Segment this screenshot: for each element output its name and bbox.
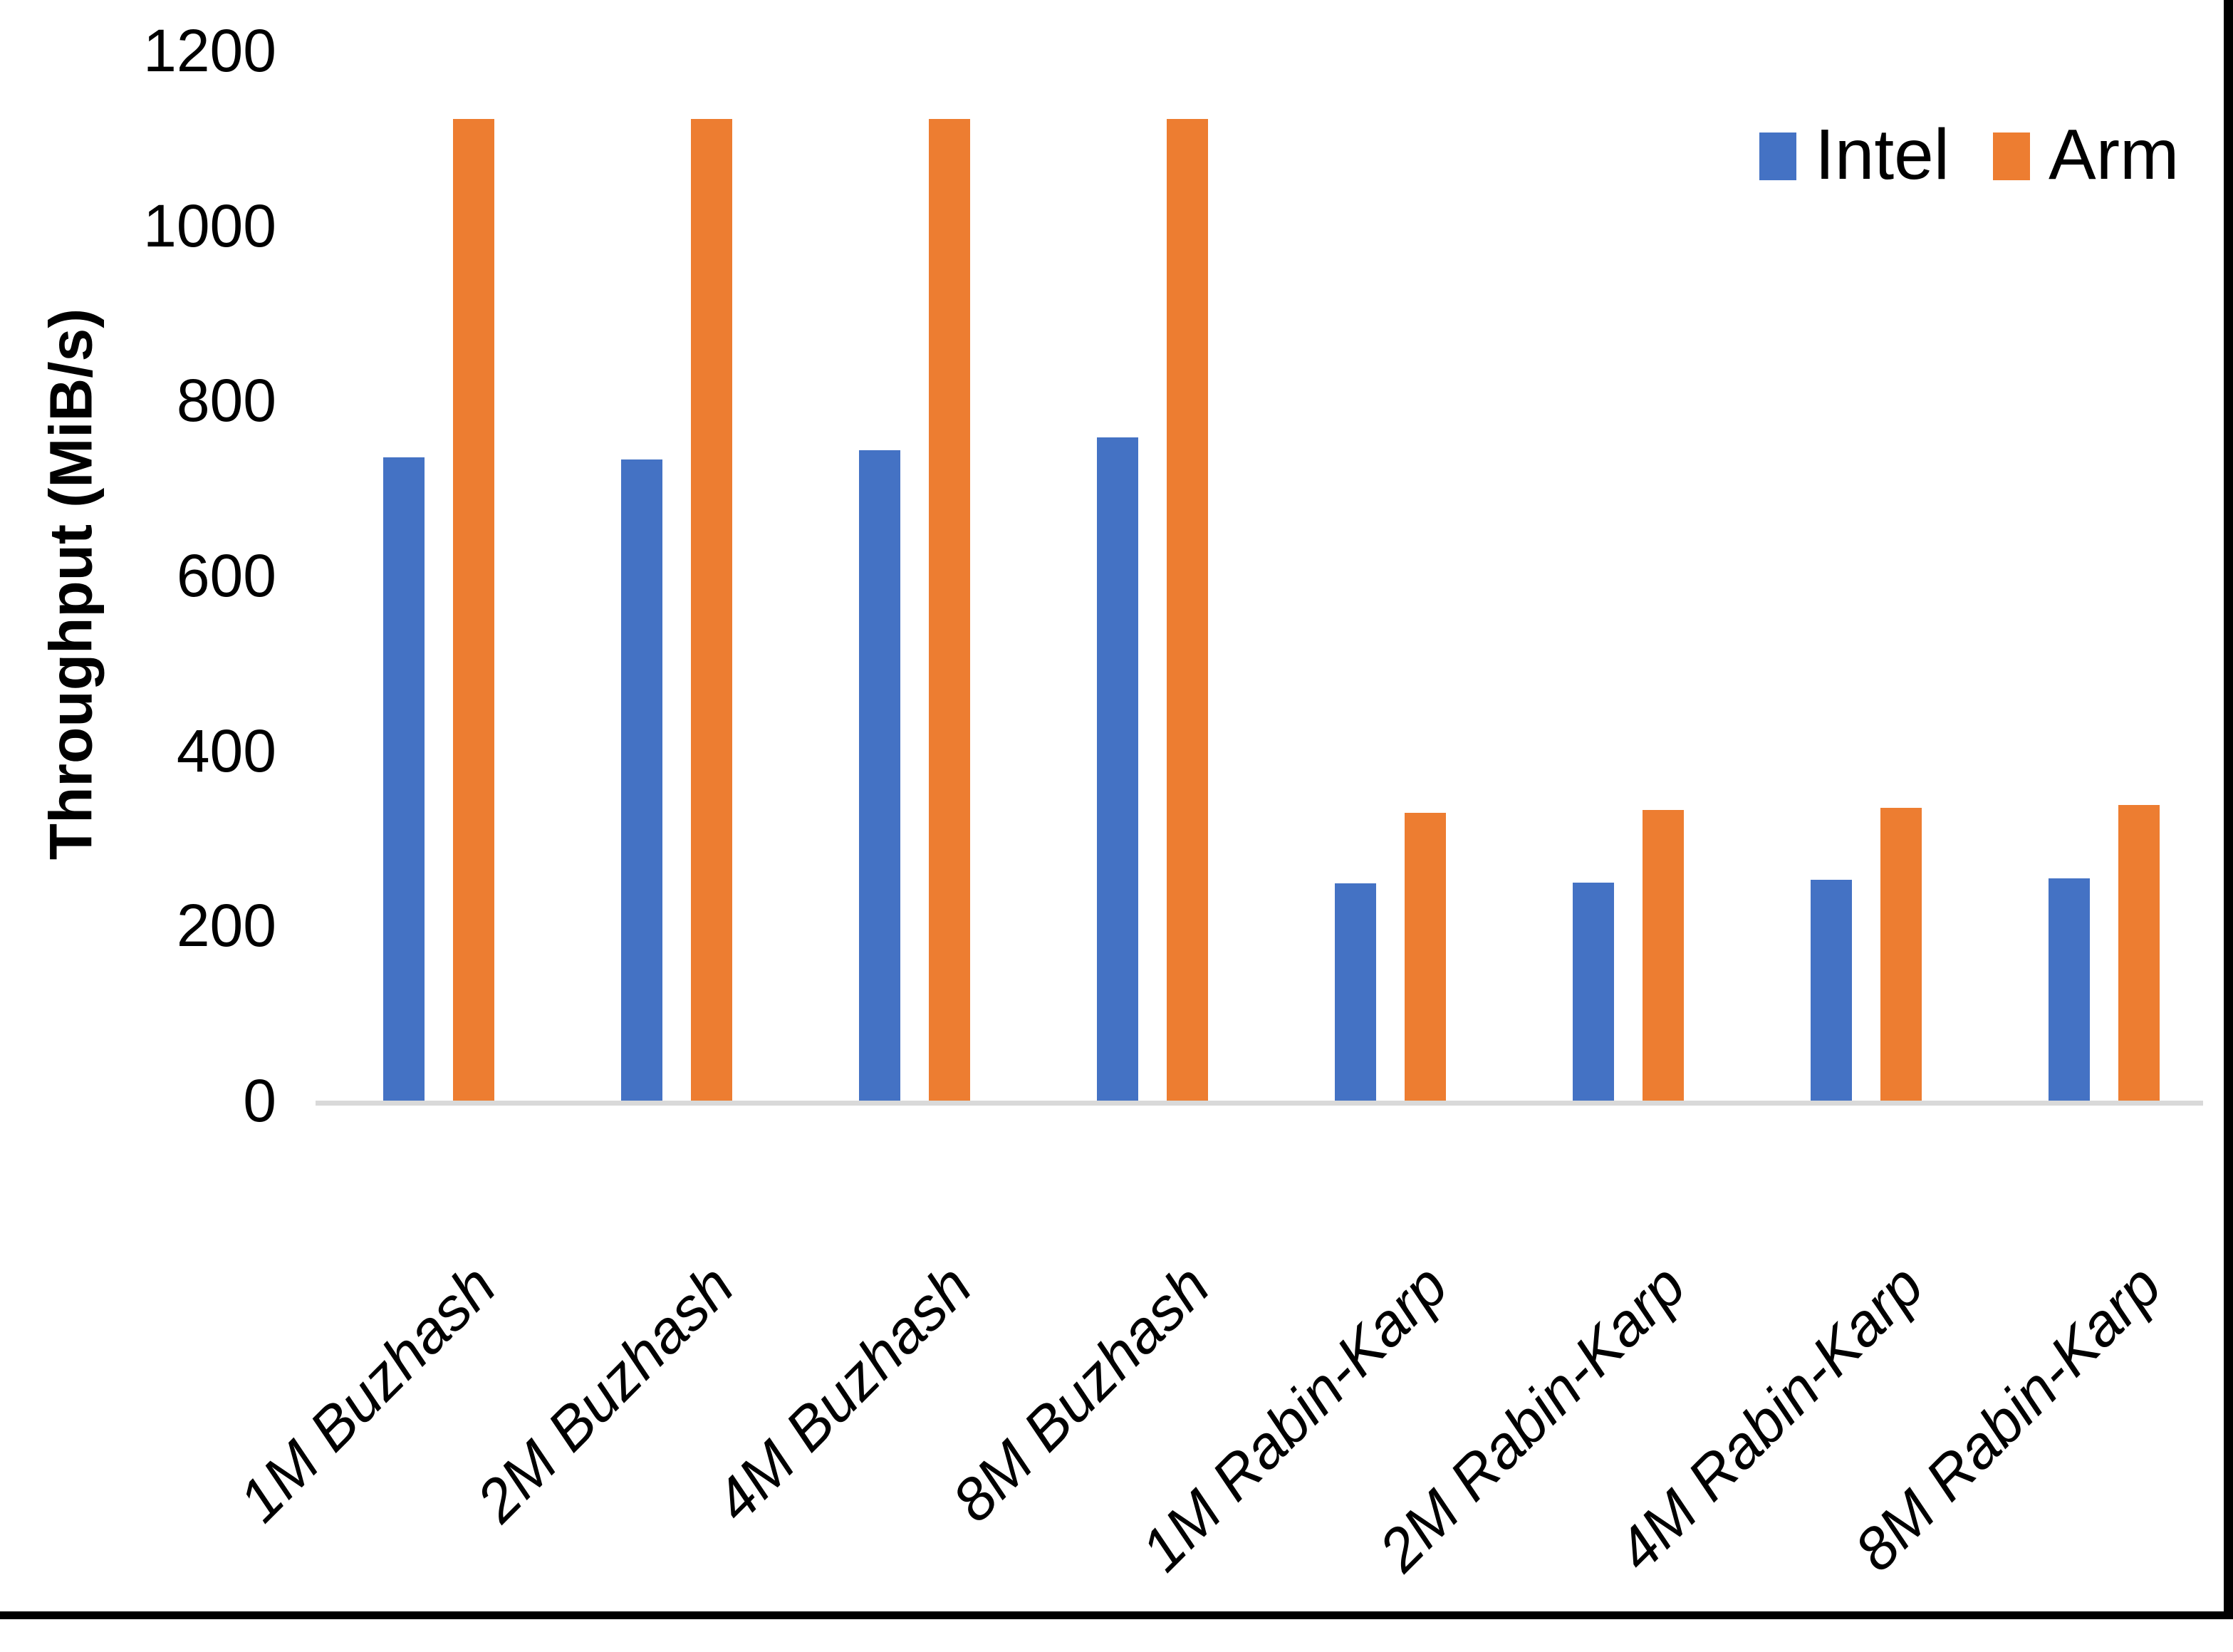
y-tick-label-400: 400 [176, 717, 276, 784]
legend-label-intel: Intel [1815, 115, 1950, 194]
legend-label-arm: Arm [2049, 115, 2180, 194]
y-tick-label-1200: 1200 [143, 17, 276, 85]
bar-intel-4 [1097, 437, 1138, 1101]
bar-arm-3 [929, 119, 970, 1101]
screenshot-right-border [2224, 0, 2233, 1619]
bar-arm-8 [2118, 805, 2160, 1101]
y-tick-label-200: 200 [176, 892, 276, 960]
x-axis-line [316, 1101, 2203, 1106]
bar-intel-8 [2049, 878, 2090, 1101]
bar-intel-1 [383, 457, 425, 1101]
legend-swatch-intel [1759, 133, 1796, 180]
bar-arm-4 [1167, 119, 1208, 1101]
bar-intel-3 [859, 450, 900, 1101]
bar-arm-7 [1880, 808, 1922, 1101]
y-tick-label-0: 0 [243, 1067, 276, 1134]
y-tick-label-800: 800 [176, 367, 276, 435]
bar-intel-6 [1573, 883, 1614, 1101]
bar-arm-5 [1405, 813, 1446, 1101]
y-tick-label-600: 600 [176, 542, 276, 610]
screenshot-bottom-border [0, 1611, 2233, 1619]
bar-intel-7 [1811, 880, 1852, 1101]
y-tick-label-1000: 1000 [143, 192, 276, 259]
bar-arm-2 [691, 119, 732, 1101]
bar-intel-5 [1335, 883, 1376, 1101]
bar-arm-1 [453, 119, 494, 1101]
bar-intel-2 [621, 459, 662, 1101]
bar-arm-6 [1643, 810, 1684, 1101]
legend-swatch-arm [1993, 133, 2030, 180]
